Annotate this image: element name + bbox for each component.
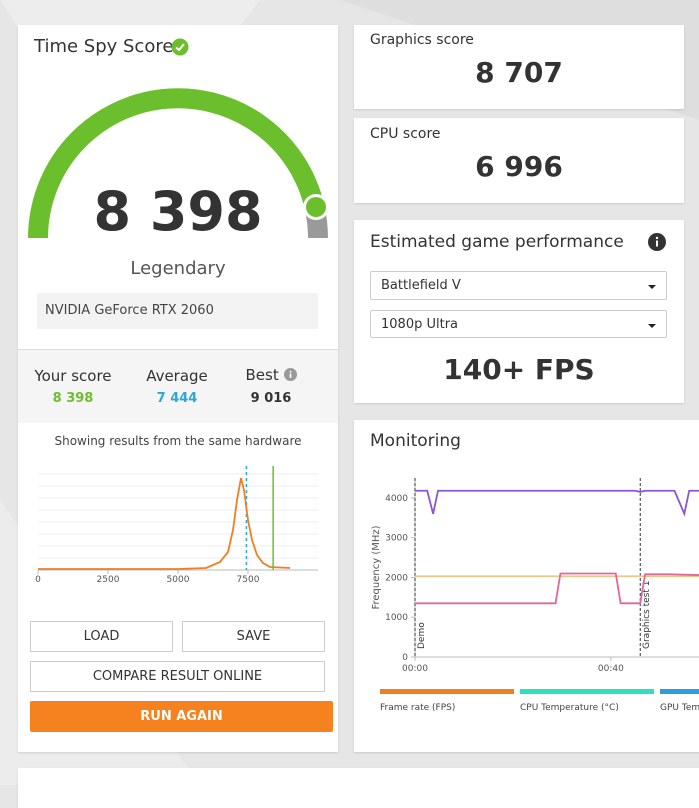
gpu-name: NVIDIA GeForce RTX 2060: [37, 293, 318, 329]
stat-label: Your score: [34, 367, 112, 385]
graphics-card: [354, 25, 684, 109]
monitoring-card: [354, 420, 699, 752]
rank: Legendary: [130, 258, 226, 279]
estimate-title: Estimated game performance: [370, 232, 624, 252]
load-button[interactable]: LOAD: [30, 621, 173, 652]
monitoring-title: Monitoring: [370, 431, 461, 451]
stat-value: 8 398: [52, 391, 94, 406]
graphics-label: Graphics score: [370, 32, 474, 48]
compare-button[interactable]: COMPARE RESULT ONLINE: [30, 661, 325, 692]
note: Showing results from the same hardware: [54, 434, 302, 448]
score-title: Time Spy Score: [34, 36, 174, 57]
game-select[interactable]: Battlefield V: [370, 271, 667, 300]
cpu-card: [354, 118, 684, 203]
preset-select[interactable]: 1080p Ultra: [370, 310, 667, 338]
stat-label-text: Best: [245, 366, 279, 384]
cpu-label: CPU score: [370, 126, 441, 142]
fps-estimate: 140+ FPS: [443, 353, 595, 386]
cpu-score: 6 996: [475, 150, 563, 183]
run-again-button[interactable]: RUN AGAIN: [30, 701, 333, 732]
stat-value: 7 444: [156, 391, 198, 406]
page: Time Spy Score 8 398 Legendary NVIDIA Ge…: [18, 25, 699, 808]
system-card: [18, 768, 699, 808]
info-icon[interactable]: [648, 233, 666, 251]
stat-value: 9 016: [250, 391, 292, 406]
check-icon: [171, 38, 189, 56]
save-button[interactable]: SAVE: [182, 621, 325, 652]
graphics-score: 8 707: [475, 56, 563, 89]
stats-band: [18, 349, 338, 423]
score: 8 398: [93, 180, 263, 243]
stat-label: Average: [146, 367, 208, 385]
stat-label: Best: [226, 366, 316, 384]
info-icon: [283, 368, 297, 381]
